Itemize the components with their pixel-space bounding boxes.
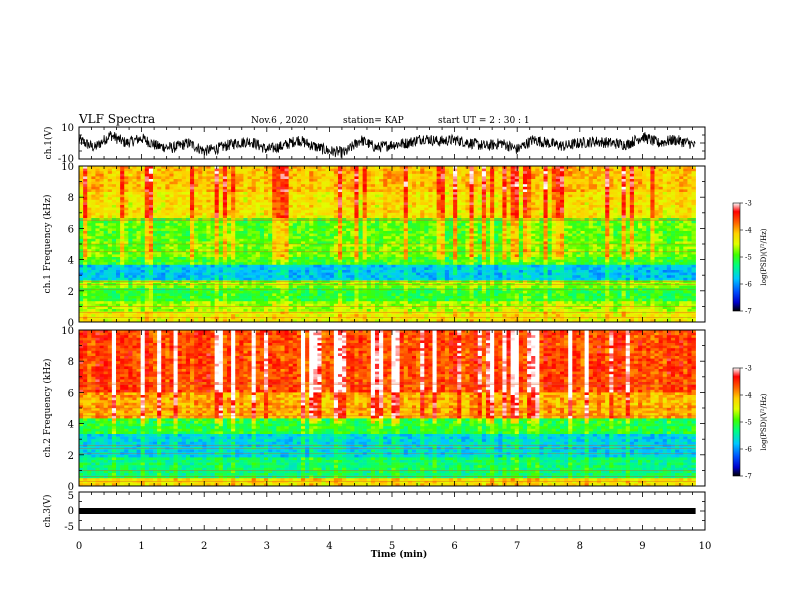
frequency-tick-label: 6 (68, 388, 74, 399)
frequency-tick-label: 2 (68, 287, 74, 298)
ch3-ytick-top: 5 (68, 491, 74, 502)
frequency-tick-label: 4 (68, 256, 74, 267)
frequency-tick-label: 2 (68, 451, 74, 462)
figure-title: VLF Spectra (78, 112, 155, 126)
date-label: Nov.6 , 2020 (251, 116, 309, 126)
ch1-colorbar-ticks: -3 -4 -5 -6 -7 (740, 200, 752, 316)
colorbar-tick-label: -4 (745, 227, 752, 235)
ch3-waveform-panel: 5 0 -5 ch.3(V) (42, 491, 705, 533)
colorbar-tick-label: -7 (745, 473, 752, 481)
ch1-colorbar-gradient (733, 203, 740, 311)
ch2-colorbar-gradient (733, 368, 740, 476)
ch3-ytick-bottom: -5 (64, 522, 74, 533)
colorbar-tick-label: -3 (745, 365, 752, 373)
frequency-tick-label: 10 (61, 162, 74, 173)
colorbar-tick-label: -4 (745, 392, 752, 400)
ch2-spectrogram-image (79, 330, 696, 486)
ch1-waveform-panel: 10 -10 ch.1(V) (43, 123, 705, 165)
time-tick-label: 6 (451, 541, 457, 552)
frequency-tick-label: 6 (68, 224, 74, 235)
colorbar-tick-label: -5 (745, 254, 752, 262)
time-tick-label: 2 (201, 541, 207, 552)
ch1-colorbar: -3 -4 -5 -6 -7 log(PSD)(V²/Hz) (733, 200, 768, 316)
time-tick-label: 9 (639, 541, 645, 552)
ch1-ytick-top: 10 (61, 123, 74, 134)
station-label: station= KAP (343, 116, 404, 126)
colorbar-tick-label: -3 (745, 200, 752, 208)
colorbar-tick-label: -7 (745, 308, 752, 316)
time-tick-label: 3 (264, 541, 270, 552)
ch1-spectrogram-ylabel: ch.1 Frequency (kHz) (42, 195, 53, 294)
ch2-colorbar: -3 -4 -5 -6 -7 log(PSD)(V²/Hz) (733, 365, 768, 481)
colorbar-tick-label: -5 (745, 419, 752, 427)
frequency-tick-label: 8 (68, 357, 74, 368)
frequency-tick-label: 4 (68, 420, 74, 431)
ch3-waveform-ylabel: ch.3(V) (42, 495, 53, 528)
ch3-trace-band (79, 508, 696, 514)
time-tick-label: 0 (76, 541, 82, 552)
vlf-spectra-figure: VLF Spectra Nov.6 , 2020 station= KAP st… (0, 0, 792, 612)
frequency-tick-label: 8 (68, 193, 74, 204)
time-axis-label: Time (min) (371, 549, 428, 560)
time-tick-label: 10 (699, 541, 712, 552)
time-tick-label: 4 (326, 541, 332, 552)
ch2-colorbar-label: log(PSD)(V²/Hz) (760, 393, 768, 450)
time-tick-label: 7 (514, 541, 520, 552)
start-ut-label: start UT = 2 : 30 : 1 (438, 116, 530, 126)
frequency-tick-label: 10 (61, 326, 74, 337)
ch1-colorbar-label: log(PSD)(V²/Hz) (760, 228, 768, 285)
ch3-ytick-mid: 0 (68, 506, 74, 517)
ch2-spectrogram-ylabel: ch.2 Frequency (kHz) (42, 359, 53, 458)
ch2-colorbar-ticks: -3 -4 -5 -6 -7 (740, 365, 752, 481)
colorbar-tick-label: -6 (745, 281, 752, 289)
ch1-waveform-ylabel: ch.1(V) (43, 127, 54, 160)
colorbar-tick-label: -6 (745, 446, 752, 454)
ch3-waveform-trace (79, 508, 696, 514)
time-tick-label: 1 (138, 541, 144, 552)
time-tick-label: 8 (577, 541, 583, 552)
ch1-spectrogram-image (79, 166, 696, 322)
